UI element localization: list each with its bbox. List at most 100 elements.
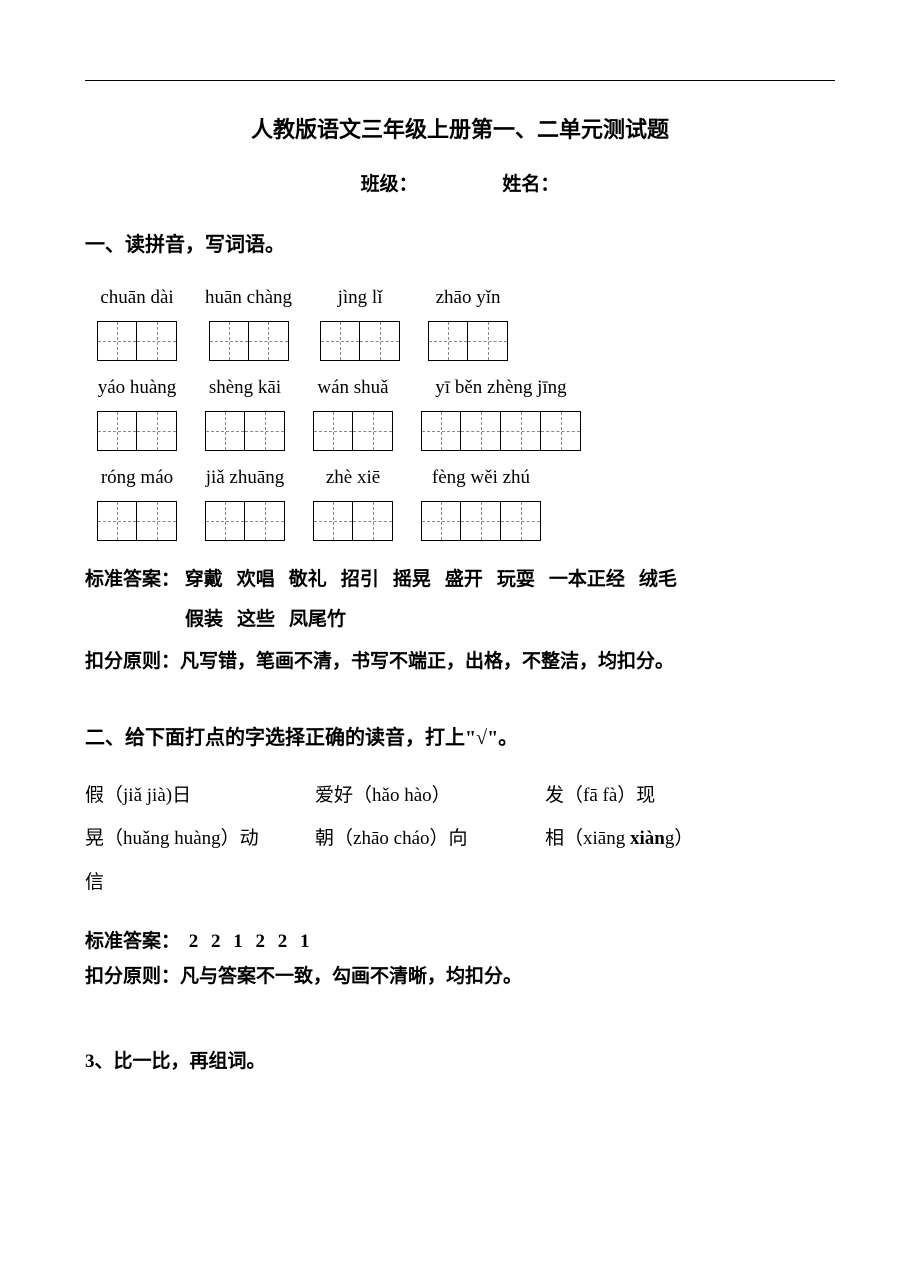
- pinyin-label: fèng wěi zhú: [432, 461, 530, 495]
- pinyin-item: zhāo yǐn: [428, 281, 508, 361]
- q2-pre: 晃（: [85, 828, 123, 849]
- q2-post: ）向: [430, 828, 468, 849]
- class-label: 班级：: [361, 174, 418, 195]
- tian-box: [249, 321, 289, 361]
- tian-box: [209, 321, 249, 361]
- pinyin-item: jiǎ zhuāng: [205, 461, 285, 541]
- pinyin-label: zhè xiē: [326, 461, 380, 495]
- tian-box: [421, 411, 461, 451]
- q2-pre: 爱好（: [315, 785, 372, 806]
- q2-opts: jiǎ jià: [123, 785, 166, 806]
- pinyin-item: huān chàng: [205, 281, 292, 361]
- tian-box: [428, 321, 468, 361]
- answer-word: 欢唱: [237, 569, 275, 590]
- pinyin-item: fèng wěi zhú: [421, 461, 541, 541]
- pinyin-item: róng máo: [97, 461, 177, 541]
- tian-box: [501, 411, 541, 451]
- pinyin-item: chuān dài: [97, 281, 177, 361]
- q2-item: 相（xiāng xiàng）: [545, 817, 775, 861]
- pinyin-label: yáo huàng: [98, 371, 177, 405]
- answer-word: 假装: [185, 609, 223, 630]
- answer-word: 一本正经: [549, 569, 625, 590]
- tian-box: [245, 501, 285, 541]
- q1-answer: 标准答案： 穿戴欢唱敬礼招引摇晃盛开玩耍一本正经绒毛: [85, 561, 835, 599]
- pinyin-item: zhè xiē: [313, 461, 393, 541]
- answer-word: 招引: [341, 569, 379, 590]
- tian-box: [245, 411, 285, 451]
- q2-answer-label: 标准答案：: [85, 931, 180, 952]
- q2-item: 假（jiǎ jià)日: [85, 774, 315, 818]
- pinyin-row: yáo huàng shèng kāi wán shuǎ yī běn zhèng j…: [97, 371, 835, 451]
- answer-word: 摇晃: [393, 569, 431, 590]
- pinyin-item: jìng lǐ: [320, 281, 400, 361]
- q2-heading: 二、给下面打点的字选择正确的读音，打上"√"。: [85, 720, 835, 756]
- pinyin-label: róng máo: [101, 461, 173, 495]
- tian-box: [353, 411, 393, 451]
- tian-box: [137, 411, 177, 451]
- pinyin-label: jìng lǐ: [338, 281, 383, 315]
- q2-post: ）: [674, 828, 693, 849]
- q2-answer: 标准答案： 2 2 1 2 2 1: [85, 925, 835, 959]
- tian-box: [313, 411, 353, 451]
- answer-word: 绒毛: [639, 569, 677, 590]
- name-label: 姓名：: [502, 174, 559, 195]
- tian-boxes: [97, 321, 177, 361]
- q1-answer-values-1: 穿戴欢唱敬礼招引摇晃盛开玩耍一本正经绒毛: [185, 569, 691, 590]
- q1-pinyin-grid: chuān dài huān chàng jìng lǐ zhāo yǐn yáo hu…: [97, 281, 835, 542]
- tian-boxes: [97, 501, 177, 541]
- tian-box: [313, 501, 353, 541]
- pinyin-item: wán shuǎ: [313, 371, 393, 451]
- q2-post: ）: [432, 785, 451, 806]
- q3-num: 3: [85, 1051, 95, 1072]
- tian-box: [97, 501, 137, 541]
- tian-box: [360, 321, 400, 361]
- tian-boxes: [205, 501, 285, 541]
- tian-box: [97, 411, 137, 451]
- tian-box: [97, 321, 137, 361]
- q2-post: ）现: [617, 785, 655, 806]
- pinyin-label: jiǎ zhuāng: [206, 461, 285, 495]
- tian-box: [205, 411, 245, 451]
- top-rule: [85, 80, 835, 81]
- q2-pre: 信: [85, 872, 104, 893]
- pinyin-row: chuān dài huān chàng jìng lǐ zhāo yǐn: [97, 281, 835, 361]
- pinyin-item: yáo huàng: [97, 371, 177, 451]
- pinyin-label: wán shuǎ: [317, 371, 388, 405]
- q2-pre: 朝（: [315, 828, 353, 849]
- tian-box: [501, 501, 541, 541]
- tian-boxes: [205, 411, 285, 451]
- q2-pre: 相（: [545, 828, 583, 849]
- answer-word: 玩耍: [497, 569, 535, 590]
- answer-word: 敬礼: [289, 569, 327, 590]
- tian-box: [421, 501, 461, 541]
- pinyin-label: shèng kāi: [209, 371, 281, 405]
- q1-heading: 一、读拼音，写词语。: [85, 227, 835, 263]
- pinyin-label: zhāo yǐn: [436, 281, 501, 315]
- page: 人教版语文三年级上册第一、二单元测试题 班级： 姓名： 一、读拼音，写词语。 c…: [0, 0, 920, 1277]
- tian-box: [320, 321, 360, 361]
- q2-opts: huǎng huàng: [123, 828, 221, 849]
- q2-opts: fā fà: [583, 785, 617, 806]
- q2-pre: 发（: [545, 785, 583, 806]
- pinyin-item: yī běn zhèng jīng: [421, 371, 581, 451]
- tian-boxes: [313, 411, 393, 451]
- tian-box: [137, 321, 177, 361]
- tian-box: [468, 321, 508, 361]
- q1-answer-label: 标准答案：: [85, 569, 180, 590]
- tian-box: [461, 501, 501, 541]
- q3-text: 、比一比，再组词。: [95, 1051, 266, 1072]
- q3-heading: 3、比一比，再组词。: [85, 1045, 835, 1079]
- tian-box: [205, 501, 245, 541]
- q2-answer-nums: 2 2 1 2 2 1: [189, 931, 314, 952]
- tian-boxes: [421, 411, 581, 451]
- q2-items: 假（jiǎ jià)日爱好（hǎo hào）发（fā fà）现晃（huǎng h…: [85, 774, 835, 905]
- q1-answer-values-2: 假装这些凤尾竹: [185, 603, 835, 637]
- q2-post: ）动: [221, 828, 259, 849]
- student-info-row: 班级： 姓名：: [85, 168, 835, 202]
- q2-opts: xiāng: [583, 828, 630, 849]
- tian-boxes: [97, 411, 177, 451]
- q2-post: )日: [166, 785, 191, 806]
- answer-word: 穿戴: [185, 569, 223, 590]
- tian-boxes: [428, 321, 508, 361]
- pinyin-label: huān chàng: [205, 281, 292, 315]
